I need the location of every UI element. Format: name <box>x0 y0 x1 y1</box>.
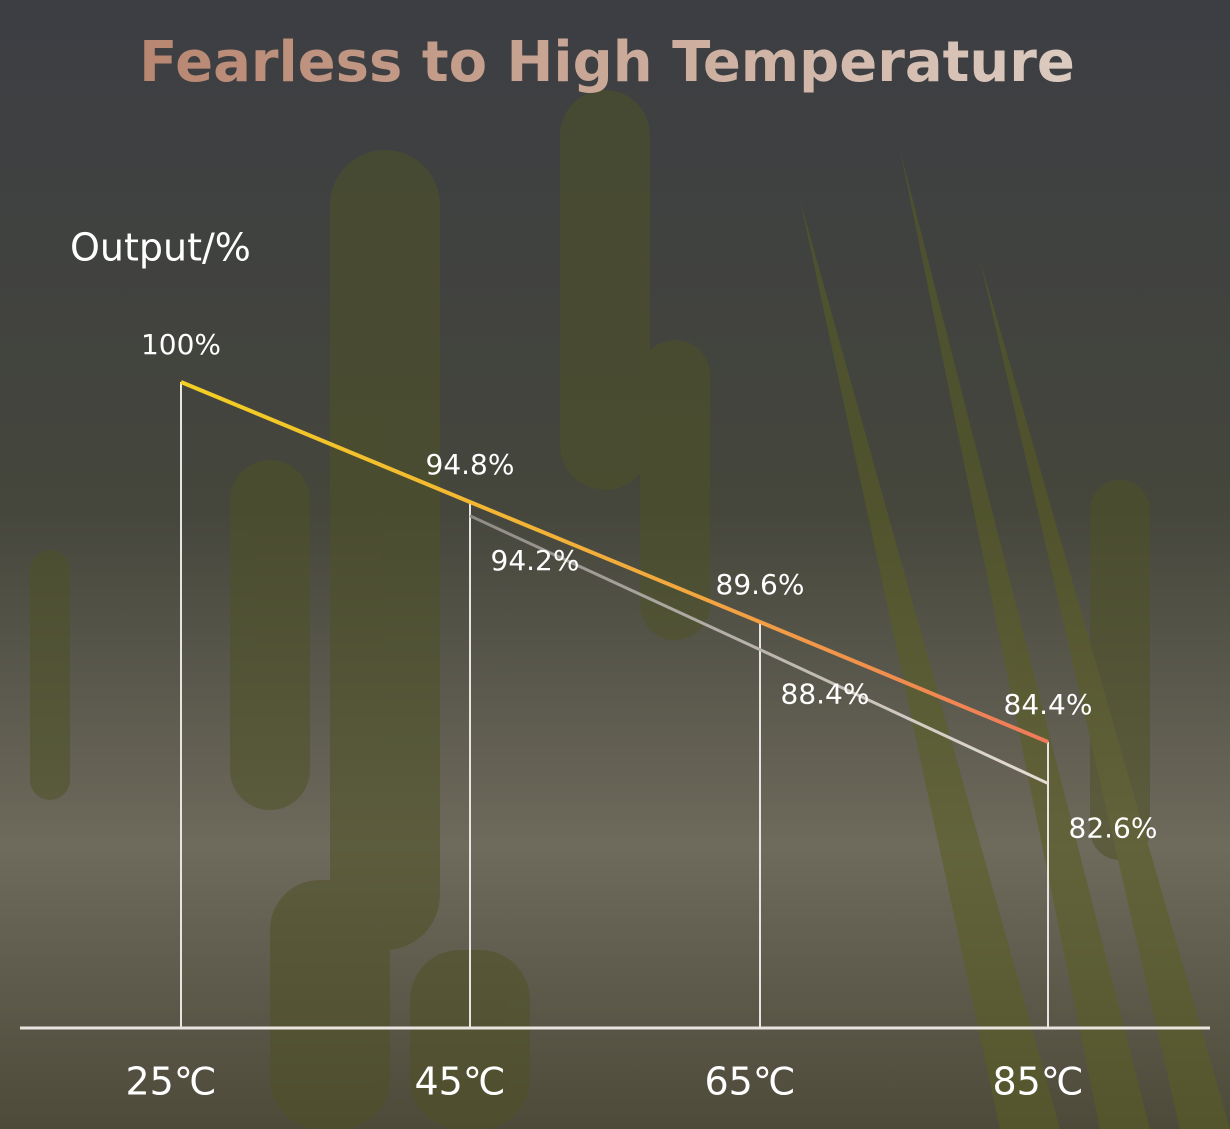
data-label: 82.6% <box>1069 811 1158 844</box>
data-label: 94.2% <box>491 544 580 577</box>
x-tick-label: 65℃ <box>704 1060 795 1104</box>
x-tick-label: 85℃ <box>992 1060 1083 1104</box>
x-tick-label: 45℃ <box>414 1060 505 1104</box>
data-label: 88.4% <box>781 678 870 711</box>
y-axis-label: Output/% <box>70 226 251 270</box>
scenery <box>30 90 1230 1129</box>
chart-title: Fearless to High Temperature <box>139 30 1075 95</box>
data-label: 94.8% <box>426 448 515 481</box>
data-label: 84.4% <box>1004 688 1093 721</box>
data-label: 100% <box>141 328 221 361</box>
series-line <box>469 514 1049 785</box>
x-tick-label: 25℃ <box>125 1060 216 1104</box>
series-line <box>180 380 1049 744</box>
data-label: 89.6% <box>716 568 805 601</box>
